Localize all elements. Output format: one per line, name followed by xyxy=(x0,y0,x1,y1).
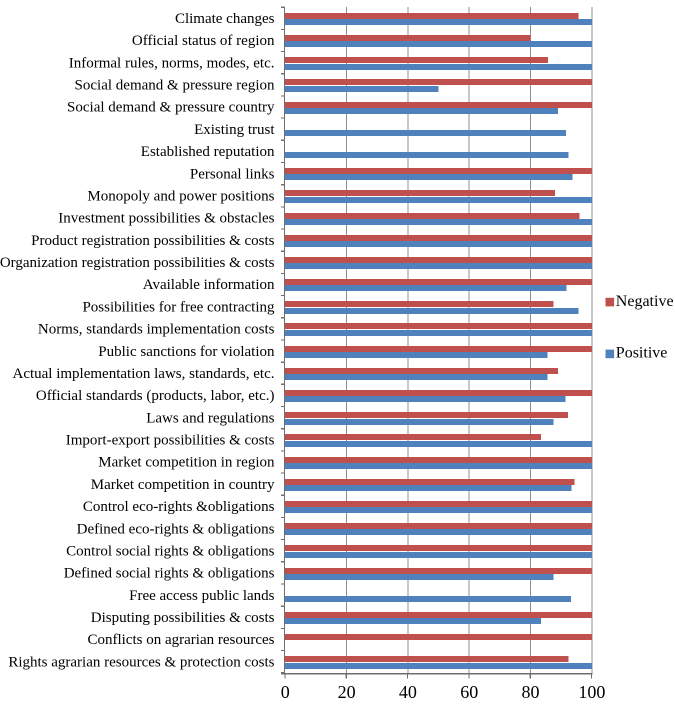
svg-text:80: 80 xyxy=(522,682,540,699)
svg-text:Climate changes: Climate changes xyxy=(175,11,275,27)
svg-text:Control eco-rights &obligation: Control eco-rights &obligations xyxy=(83,499,275,515)
svg-text:Import-export possibilities &: Import-export possibilities & costs xyxy=(66,433,275,449)
svg-text:Control social rights & obliga: Control social rights & obligations xyxy=(66,543,274,559)
svg-text:Disputing possibilities & cost: Disputing possibilities & costs xyxy=(91,610,275,626)
svg-text:Product registration possibili: Product registration possibilities & cos… xyxy=(31,233,274,249)
svg-text:40: 40 xyxy=(399,682,417,699)
svg-text:Existing trust: Existing trust xyxy=(194,122,275,138)
svg-text:Available information: Available information xyxy=(143,277,275,293)
svg-text:Possibilities for free contrac: Possibilities for free contracting xyxy=(82,299,275,315)
svg-text:0: 0 xyxy=(281,682,290,699)
svg-text:20: 20 xyxy=(338,682,356,699)
svg-text:Established reputation: Established reputation xyxy=(141,144,275,160)
svg-text:100: 100 xyxy=(578,682,605,699)
svg-text:Market competition in country: Market competition in country xyxy=(91,477,275,493)
svg-text:Social demand & pressure regio: Social demand & pressure region xyxy=(75,78,275,94)
svg-text:Laws and regulations: Laws and regulations xyxy=(146,410,274,426)
svg-text:Informal rules, norms, modes,: Informal rules, norms, modes, etc. xyxy=(69,55,275,71)
svg-text:Conflicts on agrarian resource: Conflicts on agrarian resources xyxy=(87,632,274,648)
svg-text:Public sanctions for violation: Public sanctions for violation xyxy=(98,344,275,360)
svg-text:Norms, standards implementatio: Norms, standards implementation costs xyxy=(38,322,275,338)
svg-text:60: 60 xyxy=(460,682,478,699)
svg-text:Investment possibilities & obs: Investment possibilities & obstacles xyxy=(58,211,274,227)
svg-text:Rights agrarian resources & pr: Rights agrarian resources & protection c… xyxy=(8,654,274,670)
svg-text:Defined eco-rights & obligatio: Defined eco-rights & obligations xyxy=(77,521,275,537)
svg-text:Organization registration poss: Organization registration possibilities … xyxy=(0,255,275,271)
svg-text:Official standards (products,: Official standards (products, labor, etc… xyxy=(36,388,275,404)
svg-text:Negative: Negative xyxy=(616,293,674,310)
svg-text:Defined social rights & obliga: Defined social rights & obligations xyxy=(64,566,275,582)
svg-text:Monopoly and power positions: Monopoly and power positions xyxy=(87,188,274,204)
svg-text:Social demand & pressure count: Social demand & pressure country xyxy=(67,100,275,116)
svg-text:Market competition in region: Market competition in region xyxy=(98,455,275,471)
svg-text:Official status of region: Official status of region xyxy=(132,33,275,49)
svg-text:Personal links: Personal links xyxy=(190,166,275,182)
svg-text:Actual implementation laws, st: Actual implementation laws, standards, e… xyxy=(12,366,274,382)
svg-text:Free access public lands: Free access public lands xyxy=(129,588,275,604)
svg-text:Positive: Positive xyxy=(616,344,668,361)
